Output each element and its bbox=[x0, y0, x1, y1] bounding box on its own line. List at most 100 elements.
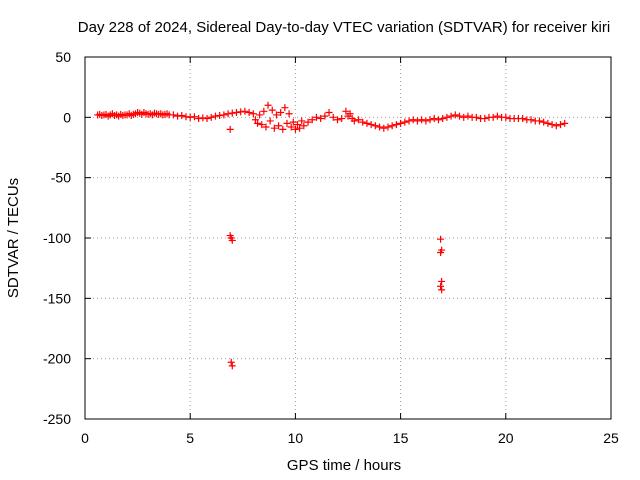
data-point bbox=[472, 113, 480, 121]
data-point bbox=[178, 112, 186, 120]
data-point bbox=[460, 113, 468, 121]
data-points bbox=[94, 101, 569, 370]
data-point bbox=[350, 117, 358, 125]
data-point bbox=[312, 113, 320, 121]
data-point bbox=[363, 119, 371, 127]
data-point bbox=[228, 362, 236, 370]
data-point bbox=[338, 115, 346, 123]
data-point bbox=[481, 115, 489, 123]
data-point bbox=[346, 110, 354, 118]
data-point bbox=[438, 286, 446, 294]
data-point bbox=[279, 125, 287, 133]
data-point bbox=[405, 117, 413, 125]
data-point bbox=[272, 111, 280, 119]
data-point bbox=[169, 111, 177, 119]
data-point bbox=[438, 277, 446, 285]
data-point bbox=[544, 119, 552, 127]
data-point bbox=[325, 109, 333, 117]
x-tick-label: 10 bbox=[288, 430, 304, 446]
data-point bbox=[447, 112, 455, 120]
data-point bbox=[434, 116, 442, 124]
data-point bbox=[251, 116, 259, 124]
data-point bbox=[224, 110, 232, 118]
data-point bbox=[291, 125, 299, 133]
plot-frame bbox=[84, 56, 612, 420]
data-point bbox=[182, 113, 190, 121]
data-point bbox=[552, 122, 560, 130]
data-point bbox=[254, 119, 262, 127]
data-point bbox=[186, 113, 194, 121]
data-point bbox=[298, 117, 306, 125]
data-point bbox=[277, 109, 285, 117]
data-point bbox=[502, 113, 510, 121]
data-point bbox=[228, 109, 236, 117]
y-axis-label: SDTVAR / TECUs bbox=[5, 178, 22, 298]
data-point bbox=[321, 112, 329, 120]
y-tick-label: -250 bbox=[43, 411, 71, 427]
data-point bbox=[355, 116, 363, 124]
data-point bbox=[266, 117, 274, 125]
data-point bbox=[456, 112, 464, 120]
x-tick-label: 0 bbox=[81, 430, 89, 446]
data-point bbox=[245, 109, 253, 117]
x-tick-label: 5 bbox=[186, 430, 194, 446]
data-point bbox=[281, 104, 289, 112]
data-point bbox=[493, 112, 501, 120]
y-tick-label: 50 bbox=[55, 49, 71, 65]
data-point bbox=[304, 118, 312, 126]
y-tick-label: -150 bbox=[43, 290, 71, 306]
x-tick-label: 20 bbox=[498, 430, 514, 446]
data-point bbox=[226, 125, 234, 133]
data-point bbox=[342, 107, 350, 115]
data-point bbox=[256, 111, 264, 119]
data-point bbox=[409, 116, 417, 124]
data-point bbox=[557, 121, 565, 129]
data-point bbox=[464, 112, 472, 120]
data-point bbox=[418, 116, 426, 124]
data-point bbox=[548, 121, 556, 129]
data-point bbox=[283, 119, 291, 127]
x-tick-label: 25 bbox=[603, 430, 619, 446]
data-point bbox=[443, 113, 451, 121]
data-point bbox=[195, 115, 203, 123]
data-point bbox=[519, 115, 527, 123]
data-point bbox=[249, 110, 257, 118]
data-point bbox=[174, 112, 182, 120]
data-point bbox=[264, 101, 272, 109]
data-point bbox=[489, 113, 497, 121]
y-tick-label: -50 bbox=[51, 170, 71, 186]
data-point bbox=[439, 115, 447, 123]
data-point bbox=[207, 113, 215, 121]
data-point bbox=[227, 358, 235, 366]
data-point bbox=[237, 108, 245, 116]
data-point bbox=[397, 119, 405, 127]
data-point bbox=[260, 107, 268, 115]
data-point bbox=[275, 122, 283, 130]
data-point bbox=[300, 122, 308, 130]
data-point bbox=[268, 106, 276, 114]
data-point bbox=[540, 118, 548, 126]
data-point bbox=[392, 121, 400, 129]
data-point bbox=[451, 111, 459, 119]
data-point bbox=[190, 113, 198, 121]
data-point bbox=[333, 116, 341, 124]
data-point bbox=[413, 117, 421, 125]
data-point bbox=[232, 109, 240, 117]
data-point bbox=[289, 118, 297, 126]
data-point bbox=[430, 115, 438, 123]
data-point bbox=[262, 123, 270, 131]
data-point bbox=[422, 117, 430, 125]
data-point bbox=[285, 110, 293, 118]
data-point bbox=[371, 122, 379, 130]
data-point bbox=[294, 121, 302, 129]
data-point bbox=[437, 282, 445, 290]
data-point bbox=[426, 116, 434, 124]
chart-title: Day 228 of 2024, Sidereal Day-to-day VTE… bbox=[78, 19, 610, 36]
data-point bbox=[199, 114, 207, 122]
data-point bbox=[535, 117, 543, 125]
data-point bbox=[296, 124, 304, 132]
data-point bbox=[216, 112, 224, 120]
data-point bbox=[388, 122, 396, 130]
data-point bbox=[258, 121, 266, 129]
